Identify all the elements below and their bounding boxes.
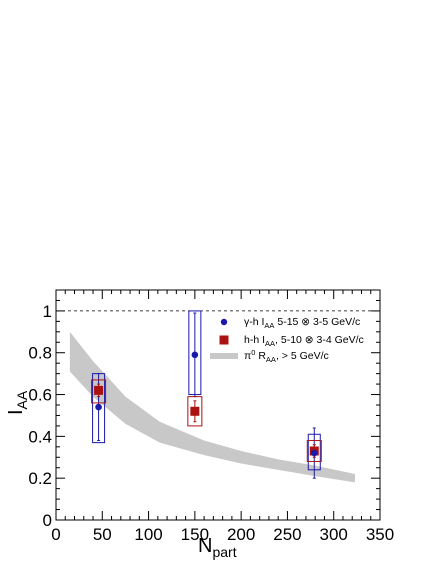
y-tick-label: 0.6: [28, 386, 52, 405]
legend-entry-pi0-raa: π0 RAA, > 5 GeV/c: [244, 348, 329, 364]
h_h-sys-box: [187, 396, 203, 427]
legend-gamma-h-main: γ-h I: [244, 316, 264, 328]
h_h-point: [190, 406, 200, 416]
x-axis-label-sub: part: [212, 544, 236, 560]
y-axis-label-sub: AA: [14, 390, 30, 409]
legend-h-h-tail: , 5-10 ⊗ 3-4 GeV/c: [275, 334, 364, 346]
legend-marker-pi0-raa: [210, 353, 238, 359]
legend-gamma-h-tail: 5-15 ⊗ 3-5 GeV/c: [274, 316, 360, 328]
legend: γ-h IAA 5-15 ⊗ 3-5 GeV/c h-h IAA, 5-10 ⊗…: [210, 316, 364, 364]
y-tick-label: 0.8: [28, 344, 52, 363]
h_h-sys-box: [306, 440, 322, 462]
legend-marker-gamma-h: [220, 318, 228, 326]
y-axis-label: IAA: [5, 390, 30, 415]
x-tick-label: 100: [134, 525, 162, 544]
gamma_h-point: [310, 449, 318, 457]
legend-h-h-main: h-h I: [244, 334, 265, 346]
legend-h-h-sub: AA: [265, 339, 275, 348]
x-tick-label: 300: [320, 525, 348, 544]
x-tick-label: 50: [93, 525, 112, 544]
legend-pi0-sup: 0: [251, 348, 255, 357]
gamma_h-point: [95, 403, 102, 411]
axis-ticks: 0 50 100 150 200 250 300 350 0 0.2 0.4 0.6 0.8 1: [28, 290, 394, 544]
y-tick-label: 1: [43, 302, 52, 321]
y-tick-label: 0.2: [28, 469, 52, 488]
band-layer: [69, 331, 356, 483]
legend-gamma-h-sub: AA: [264, 321, 274, 330]
x-tick-label: 250: [273, 525, 301, 544]
x-axis-label-main: N: [198, 535, 212, 557]
y-tick-label: 0: [43, 511, 52, 530]
legend-pi0-mid: R: [255, 350, 266, 362]
legend-pi0-sub: AA: [266, 355, 276, 364]
x-tick-label: 0: [51, 525, 60, 544]
legend-pi0-tail: , > 5 GeV/c: [276, 350, 329, 362]
legend-pi0-main: π: [244, 350, 251, 362]
pi0-raa-band: [69, 331, 356, 483]
y-tick-label: 0.4: [28, 427, 52, 446]
gamma_h-point: [191, 351, 199, 359]
x-tick-label: 350: [366, 525, 394, 544]
x-tick-label: 200: [227, 525, 255, 544]
h_h-sys-box: [91, 379, 107, 404]
y-axis-label-main: I: [5, 409, 27, 415]
x-axis-label: Npart: [198, 535, 237, 560]
legend-entry-h-h: h-h IAA, 5-10 ⊗ 3-4 GeV/c: [244, 334, 364, 348]
x-tick-label: 150: [181, 525, 209, 544]
legend-marker-h-h: [219, 335, 229, 345]
legend-entry-gamma-h: γ-h IAA 5-15 ⊗ 3-5 GeV/c: [244, 316, 360, 330]
points-layer: [91, 310, 322, 479]
h_h-point: [94, 385, 104, 395]
